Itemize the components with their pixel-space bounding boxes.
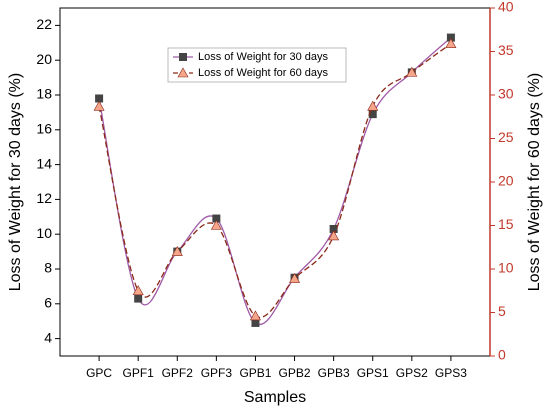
x-axis-label: Samples: [244, 389, 306, 406]
point: [134, 294, 143, 303]
y2-tick-label: 5: [498, 303, 506, 319]
x-tick-label: GPB3: [318, 366, 350, 380]
y-tick-label: 18: [36, 86, 52, 102]
legend-label: Loss of Weight for 30 days: [198, 51, 329, 63]
y2-tick-label: 10: [498, 260, 514, 276]
x-tick-label: GPF3: [201, 366, 233, 380]
point: [445, 38, 457, 48]
series-line: [98, 43, 452, 319]
x-tick-label: GPB2: [279, 366, 311, 380]
point: [210, 219, 222, 230]
legend-label: Loss of Weight for 60 days: [198, 67, 329, 79]
y-tick-label: 12: [36, 190, 52, 206]
point: [329, 224, 338, 233]
point: [179, 53, 187, 61]
point: [251, 318, 260, 327]
y2-axis-label: Loss of Weight for 60 days (%): [526, 73, 543, 291]
y-tick-label: 10: [36, 225, 52, 241]
y2-tick-label: 30: [498, 86, 514, 102]
x-tick-label: GPB1: [239, 366, 271, 380]
y-tick-label: 6: [44, 295, 52, 311]
point: [95, 94, 104, 103]
y-tick-label: 20: [36, 51, 52, 67]
point: [93, 100, 105, 111]
point: [177, 67, 189, 78]
point: [249, 310, 261, 321]
y-axis-label: Loss of Weight for 30 days (%): [7, 73, 24, 291]
point: [368, 110, 377, 119]
x-tick-label: GPS3: [435, 366, 467, 380]
point: [171, 245, 183, 256]
point: [328, 230, 340, 241]
x-tick-label: GPF2: [162, 366, 194, 380]
y2-tick-label: 0: [498, 347, 506, 363]
point: [446, 33, 455, 42]
y2-tick-label: 25: [498, 129, 514, 145]
point: [289, 272, 301, 283]
legend-box: [167, 47, 347, 83]
y2-tick-label: 35: [498, 42, 514, 58]
x-tick-label: GPF1: [123, 366, 155, 380]
x-tick-label: GPS2: [396, 366, 428, 380]
x-tick-label: GPS1: [357, 366, 389, 380]
point: [367, 100, 379, 111]
point: [406, 66, 418, 77]
y-tick-label: 16: [36, 121, 52, 137]
y2-tick-label: 20: [498, 173, 514, 189]
point: [132, 285, 144, 296]
y-tick-label: 8: [44, 260, 52, 276]
point: [212, 214, 221, 223]
y-tick-label: 4: [44, 329, 52, 345]
y2-tick-label: 15: [498, 216, 514, 232]
y2-tick-label: 40: [498, 0, 514, 15]
x-tick-label: GPC: [86, 366, 112, 380]
y-tick-label: 14: [36, 155, 52, 171]
y-tick-label: 22: [36, 16, 52, 32]
